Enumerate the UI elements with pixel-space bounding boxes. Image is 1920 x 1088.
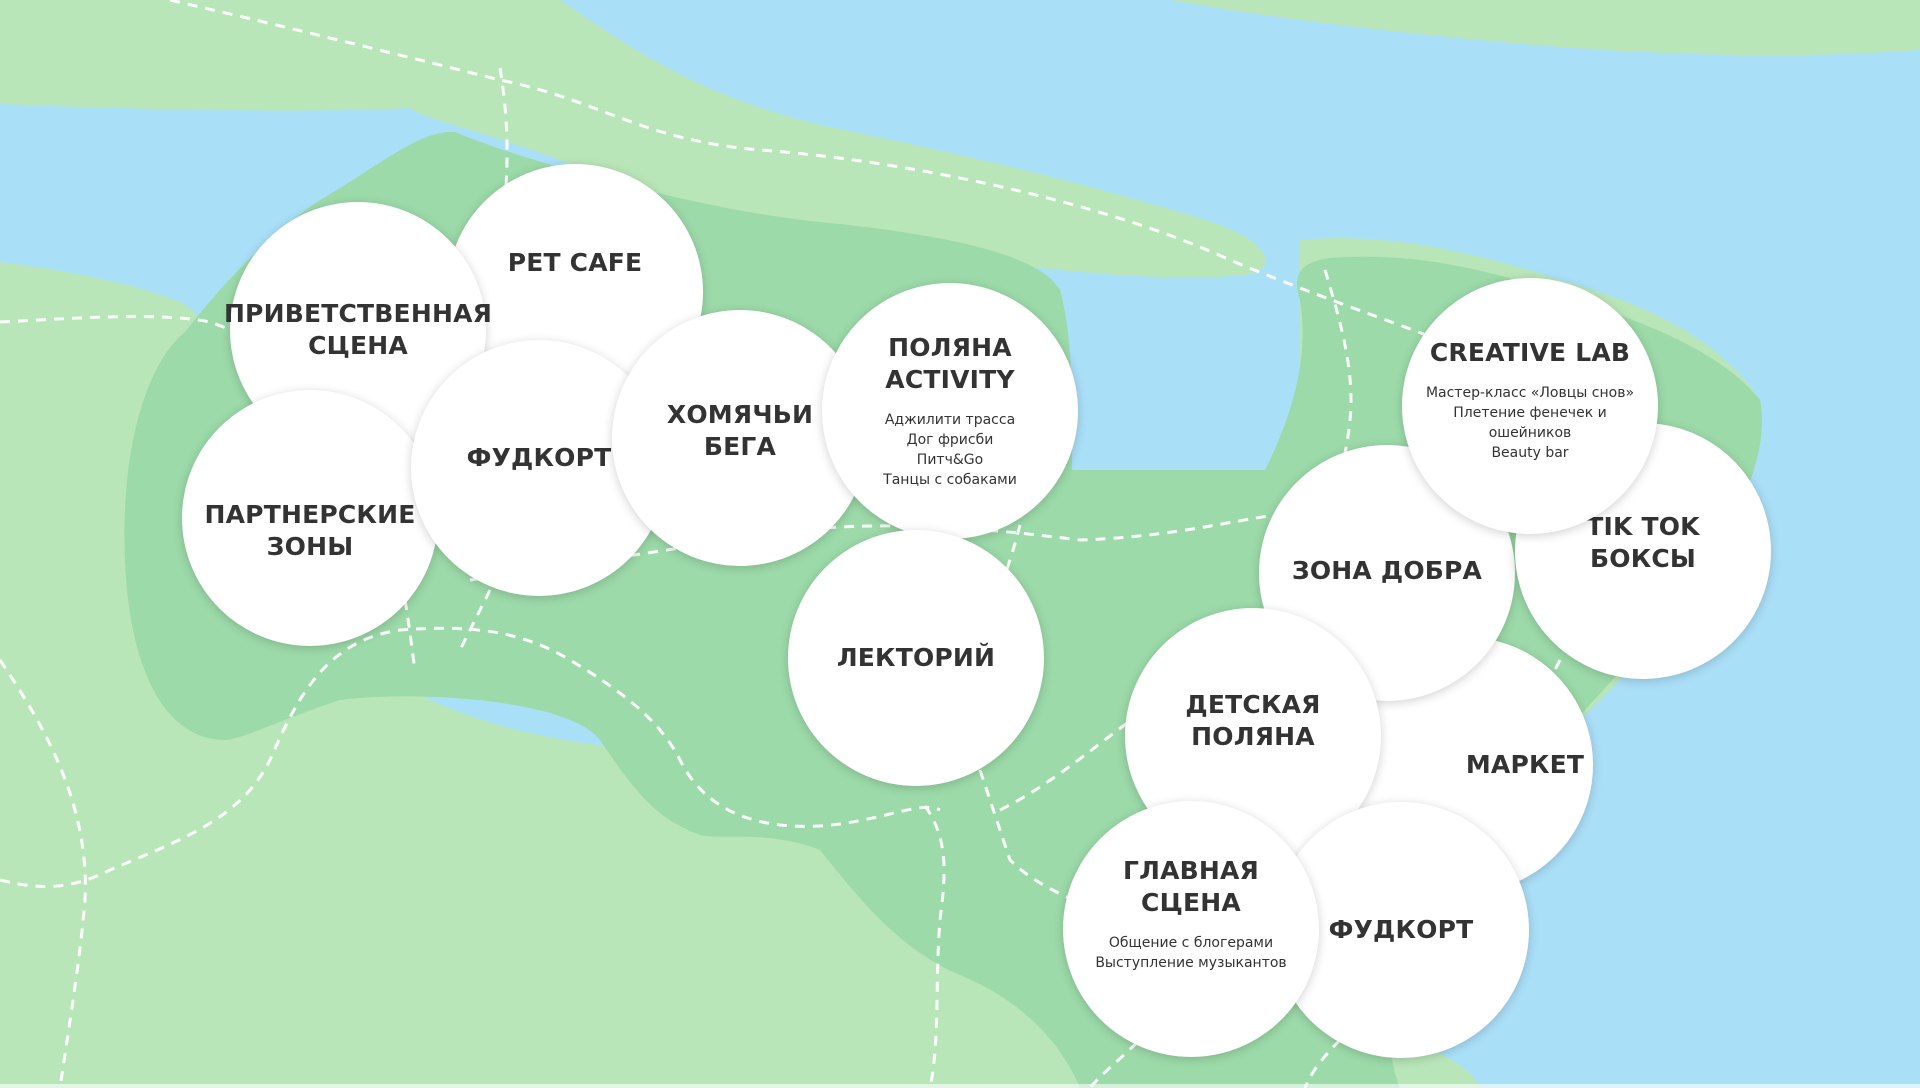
path-south-mid — [923, 805, 946, 1088]
path-lecture-north — [1003, 524, 1022, 576]
zone-title: ЛЕКТОРИЙ — [836, 643, 996, 672]
zone-activity-meadow[interactable]: ПОЛЯНА ACTIVITY Аджилити трасса Дог фрис… — [822, 283, 1078, 539]
zone-title: ХОМЯЧЬИ БЕГА — [666, 400, 814, 461]
zone-title: МАРКЕТ — [1465, 750, 1585, 779]
zone-partner-zones[interactable]: ПАРТНЕРСКИЕ ЗОНЫ — [182, 390, 438, 646]
zone-description: Аджилити трасса Дог фрисби Питч&Go Танцы… — [883, 412, 1017, 488]
zone-main-stage[interactable]: ГЛАВНАЯ СЦЕНА Общение с блогерами Выступ… — [1063, 801, 1319, 1057]
path-west-south — [0, 659, 87, 1088]
zone-title: ПАРТНЕРСКИЕ ЗОНЫ — [204, 500, 416, 561]
path-north — [169, 0, 1511, 372]
zone-title: ФУДКОРТ — [466, 443, 612, 472]
zone-title: CREATIVE LAB — [1429, 338, 1631, 367]
land-north-far — [1170, 0, 1920, 56]
zone-description: Мастер-класс «Ловцы снов» Плетение фенеч… — [1425, 385, 1635, 461]
path-partner-south — [403, 599, 417, 671]
zone-title: ГЛАВНАЯ СЦЕНА — [1122, 856, 1260, 917]
zone-lecture-hall[interactable]: ЛЕКТОРИЙ — [788, 530, 1044, 786]
bottom-edge — [0, 1084, 1920, 1088]
zone-title: ФУДКОРТ — [1328, 915, 1474, 944]
zone-creative-lab[interactable]: CREATIVE LAB Мастер-класс «Ловцы снов» П… — [1402, 278, 1658, 534]
path-kids — [999, 678, 1301, 812]
zone-title: TIK TOK БОКСЫ — [1586, 512, 1700, 573]
land-north-left — [0, 0, 410, 111]
zone-description: Общение с блогерами Выступление музыкант… — [1095, 935, 1287, 971]
zone-title: ПОЛЯНА ACTIVITY — [885, 333, 1015, 394]
zone-title: ДЕТСКАЯ ПОЛЯНА — [1185, 690, 1321, 751]
path-vertical-north — [498, 67, 509, 201]
zone-title: ПРИВЕТСТВЕННАЯ СЦЕНА — [223, 299, 493, 360]
land-north-strip — [90, 0, 1266, 278]
zone-title: PET CAFE — [507, 248, 643, 277]
path-west-loop — [0, 626, 941, 888]
zone-title: ЗОНА ДОБРА — [1291, 555, 1483, 585]
path-east-inner — [1308, 269, 1353, 541]
path-foodcourt-south-west — [458, 589, 492, 651]
